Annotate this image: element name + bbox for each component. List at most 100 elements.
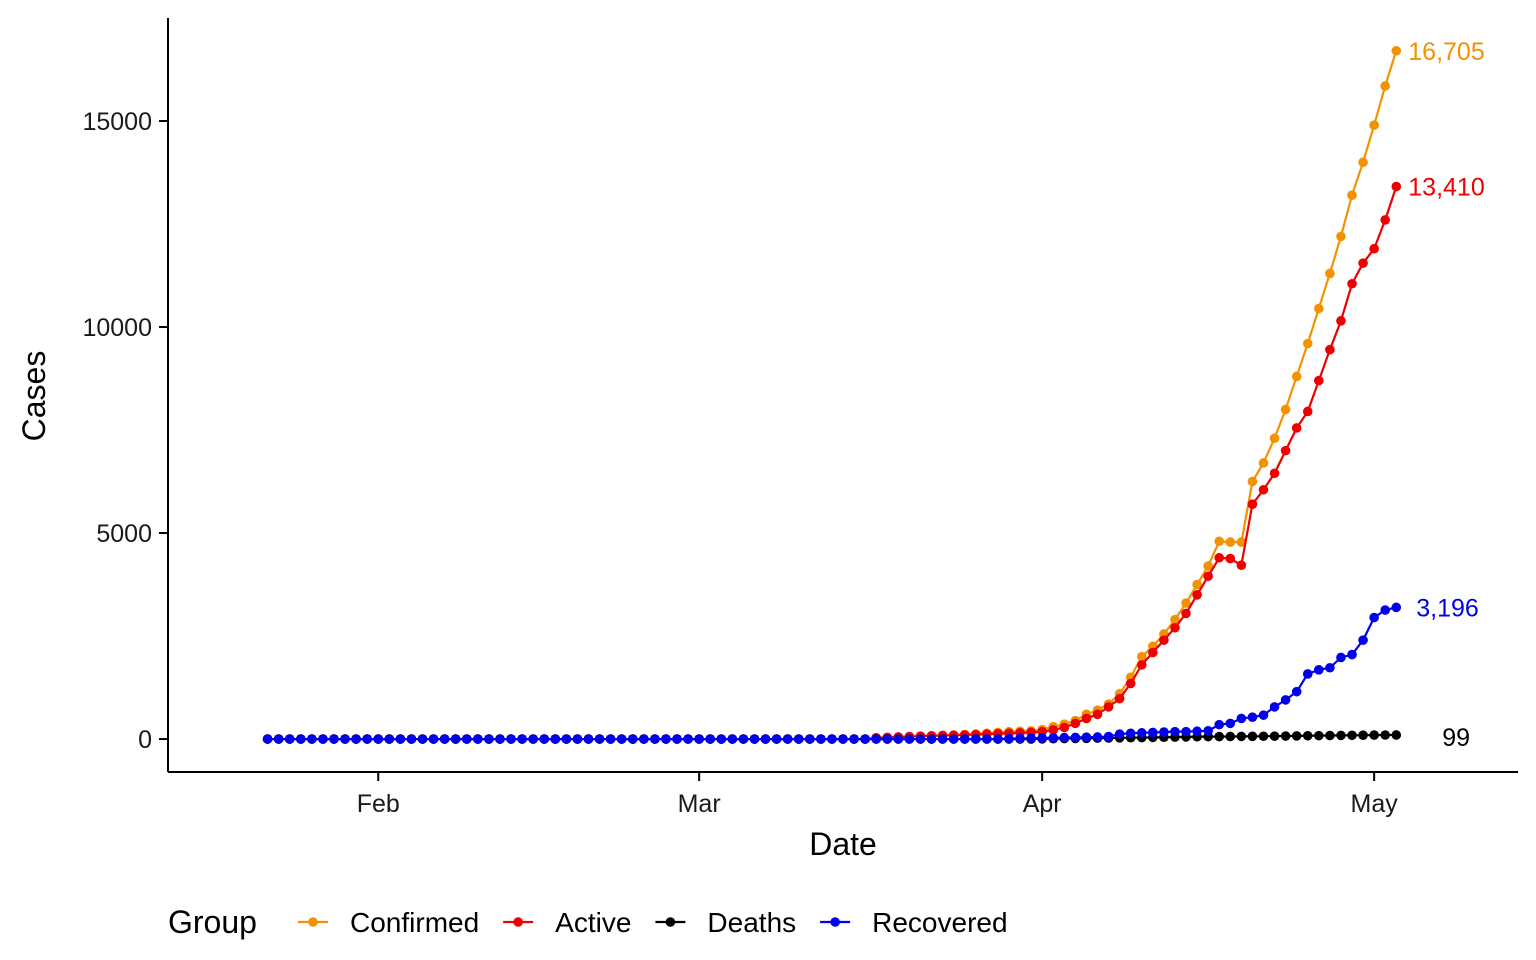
data-point-active xyxy=(1281,446,1291,456)
legend-item-active: Active xyxy=(503,907,631,938)
data-point-recovered xyxy=(1192,726,1202,736)
data-point-recovered xyxy=(1060,733,1070,743)
data-point-recovered xyxy=(960,734,970,744)
data-point-recovered xyxy=(318,734,328,744)
data-point-recovered xyxy=(440,734,450,744)
data-point-deaths xyxy=(1214,732,1224,742)
data-point-recovered xyxy=(949,734,959,744)
data-point-recovered xyxy=(584,734,594,744)
data-point-recovered xyxy=(606,734,616,744)
x-tick-label: Mar xyxy=(678,790,721,818)
data-point-confirmed xyxy=(1248,477,1258,487)
data-point-confirmed xyxy=(1369,120,1379,130)
data-point-confirmed xyxy=(1214,536,1224,546)
data-point-recovered xyxy=(495,734,505,744)
data-point-recovered xyxy=(1391,603,1401,613)
data-point-recovered xyxy=(385,734,395,744)
data-point-confirmed xyxy=(1358,157,1368,167)
data-point-deaths xyxy=(1303,731,1313,741)
data-point-recovered xyxy=(927,734,937,744)
data-point-recovered xyxy=(539,734,549,744)
data-point-active xyxy=(1380,215,1390,225)
legend-label: Active xyxy=(555,907,631,938)
data-point-recovered xyxy=(373,734,383,744)
series-line-recovered xyxy=(268,607,1397,739)
data-point-recovered xyxy=(772,734,782,744)
data-point-recovered xyxy=(595,734,605,744)
data-point-deaths xyxy=(1248,732,1258,742)
data-point-active xyxy=(1369,244,1379,254)
data-point-confirmed xyxy=(1380,81,1390,91)
data-point-active xyxy=(1248,499,1258,509)
data-point-recovered xyxy=(1358,635,1368,645)
legend-key-point xyxy=(308,917,318,927)
data-point-recovered xyxy=(274,734,284,744)
series-line-confirmed xyxy=(268,51,1397,739)
data-point-deaths xyxy=(1391,730,1401,740)
data-point-recovered xyxy=(1082,732,1092,742)
data-point-recovered xyxy=(1170,727,1180,737)
data-point-recovered xyxy=(1093,732,1103,742)
data-point-confirmed xyxy=(1325,269,1335,279)
data-point-recovered xyxy=(351,734,361,744)
data-point-recovered xyxy=(573,734,583,744)
data-point-recovered xyxy=(473,734,483,744)
data-point-active xyxy=(1148,648,1158,658)
data-point-active xyxy=(1104,702,1114,712)
data-point-recovered xyxy=(1292,687,1302,697)
data-point-recovered xyxy=(407,734,417,744)
data-point-active xyxy=(1358,258,1368,268)
data-point-recovered xyxy=(1181,727,1191,737)
data-point-active xyxy=(1203,571,1213,581)
legend-title: Group xyxy=(168,904,257,940)
data-point-confirmed xyxy=(1347,190,1357,200)
data-point-deaths xyxy=(1281,731,1291,741)
data-point-recovered xyxy=(694,734,704,744)
x-tick-label: Feb xyxy=(357,790,400,818)
end-labels: 16,705 13,410 99 3,196 xyxy=(1408,38,1484,752)
data-point-active xyxy=(1137,660,1147,670)
data-point-recovered xyxy=(739,734,749,744)
data-point-confirmed xyxy=(1336,232,1346,242)
data-point-active xyxy=(1093,710,1103,720)
data-point-recovered xyxy=(761,734,771,744)
data-point-confirmed xyxy=(1226,537,1236,547)
data-point-active xyxy=(1071,719,1081,729)
data-point-active xyxy=(1115,694,1125,704)
data-point-recovered xyxy=(1048,733,1058,743)
data-point-active xyxy=(1303,407,1313,417)
data-point-active xyxy=(1237,560,1247,570)
data-point-recovered xyxy=(982,734,992,744)
legend-key-point xyxy=(666,917,676,927)
data-point-recovered xyxy=(362,734,372,744)
data-point-recovered xyxy=(329,734,339,744)
data-point-recovered xyxy=(916,734,926,744)
legend-label: Recovered xyxy=(872,907,1007,938)
data-point-confirmed xyxy=(1292,372,1302,382)
data-point-deaths xyxy=(1259,731,1269,741)
data-point-recovered xyxy=(794,734,804,744)
data-point-confirmed xyxy=(1303,339,1313,349)
data-point-deaths xyxy=(1336,731,1346,741)
data-point-recovered xyxy=(1148,728,1158,738)
data-point-recovered xyxy=(484,734,494,744)
data-point-recovered xyxy=(517,734,527,744)
data-point-active xyxy=(1159,635,1169,645)
data-point-recovered xyxy=(462,734,472,744)
data-point-recovered xyxy=(1281,695,1291,705)
data-point-recovered xyxy=(1237,714,1247,724)
data-point-recovered xyxy=(639,734,649,744)
data-point-recovered xyxy=(716,734,726,744)
data-point-recovered xyxy=(1369,613,1379,623)
data-point-recovered xyxy=(263,734,273,744)
data-point-recovered xyxy=(860,734,870,744)
data-point-recovered xyxy=(805,734,815,744)
data-point-recovered xyxy=(1347,650,1357,660)
data-point-deaths xyxy=(1292,731,1302,741)
series-layer xyxy=(263,46,1401,744)
y-tick-label: 5000 xyxy=(96,520,152,548)
data-point-recovered xyxy=(562,734,572,744)
y-ticks: 050001000015000 xyxy=(82,108,168,754)
data-point-deaths xyxy=(1314,731,1324,741)
